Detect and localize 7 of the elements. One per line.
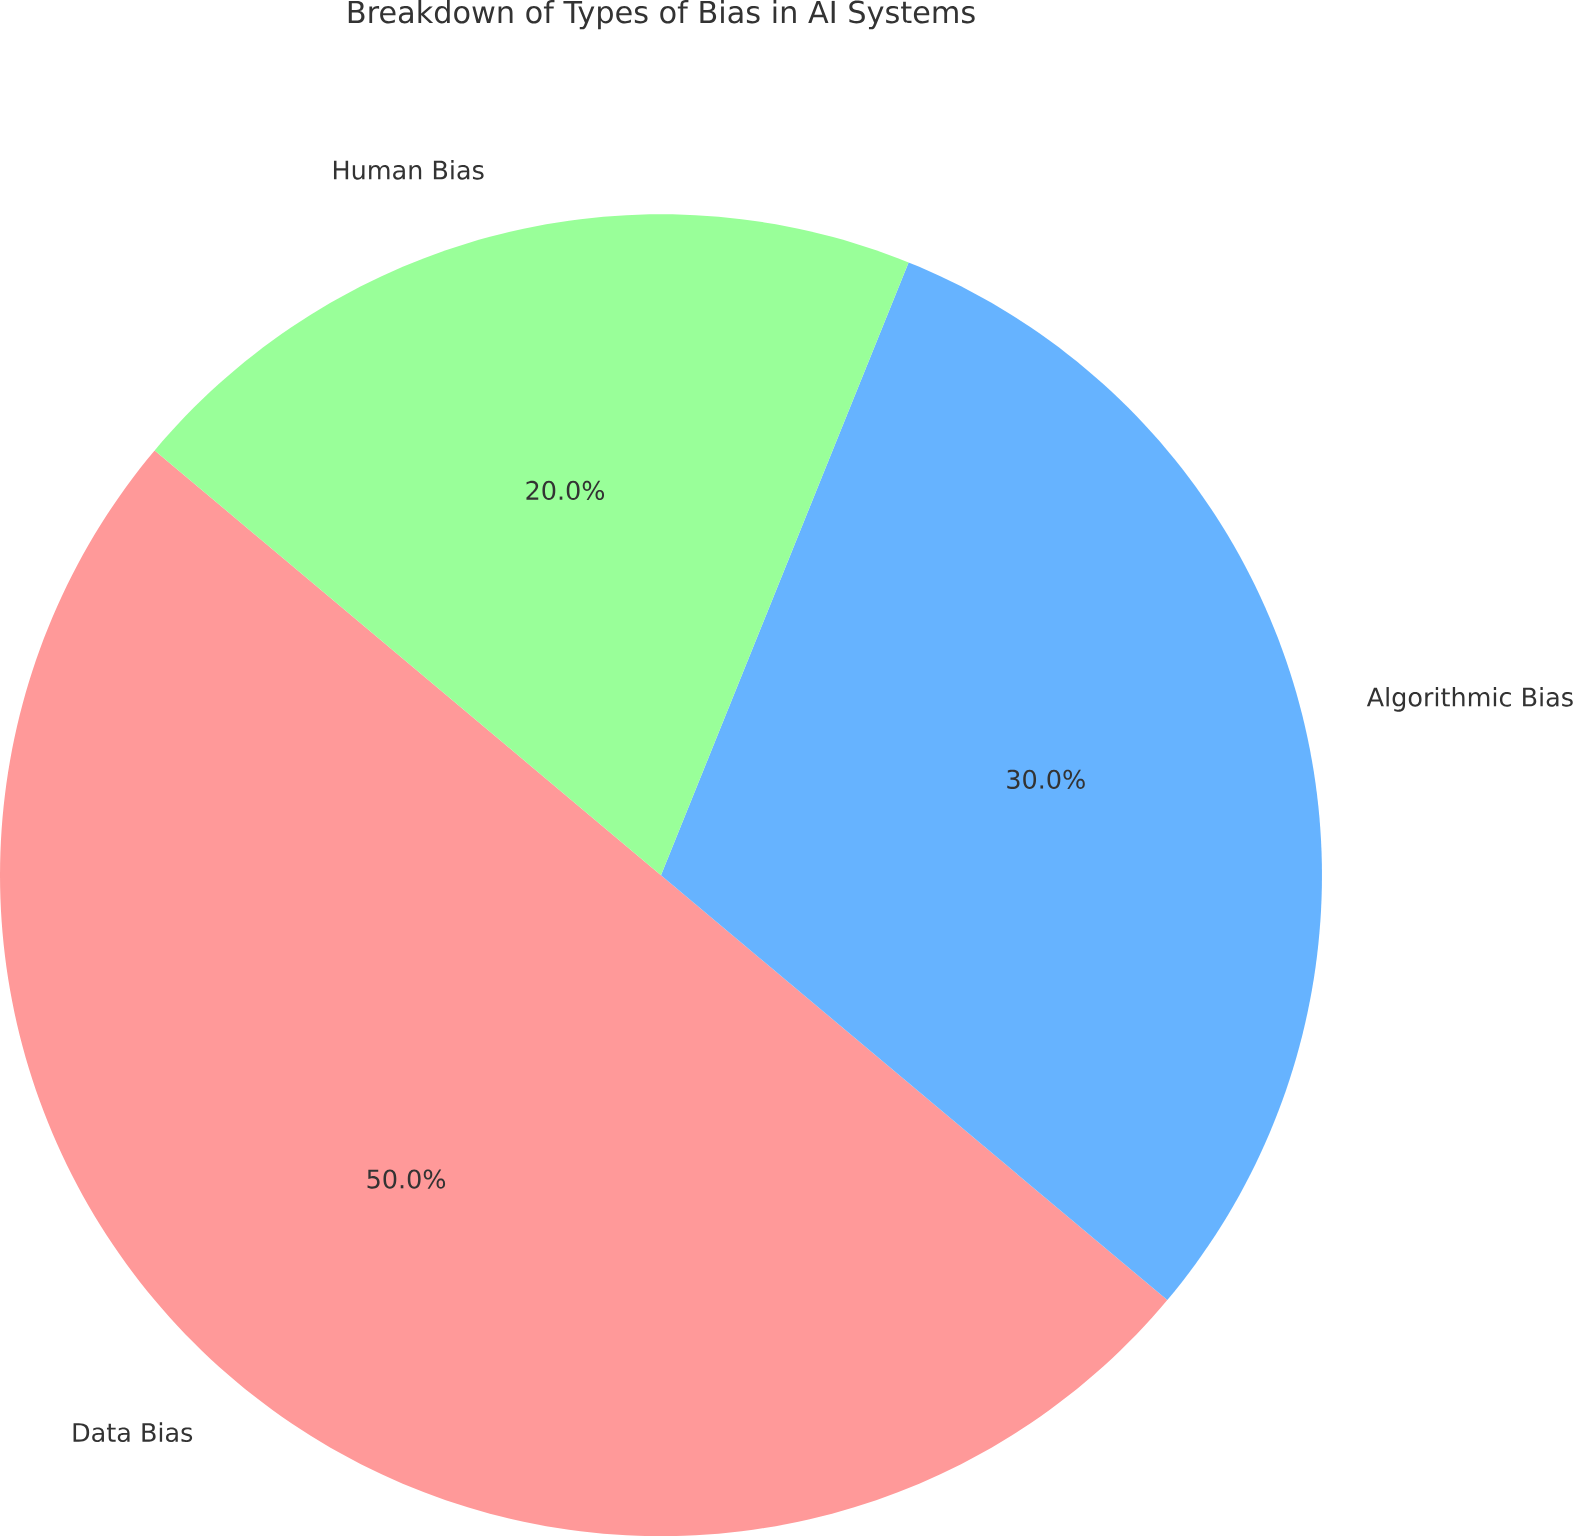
data-label: 50.0% — [367, 1169, 446, 1189]
chart-title: Breakdown of Types of Bias in AI Systems — [348, 0, 975, 30]
data-label: 30.0% — [1007, 769, 1085, 789]
slice-label: Data Bias — [73, 1422, 193, 1442]
slice-label: Algorithmic Bias — [1366, 686, 1573, 712]
data-label: 20.0% — [526, 480, 605, 500]
slice-label: Human Bias — [333, 159, 484, 180]
